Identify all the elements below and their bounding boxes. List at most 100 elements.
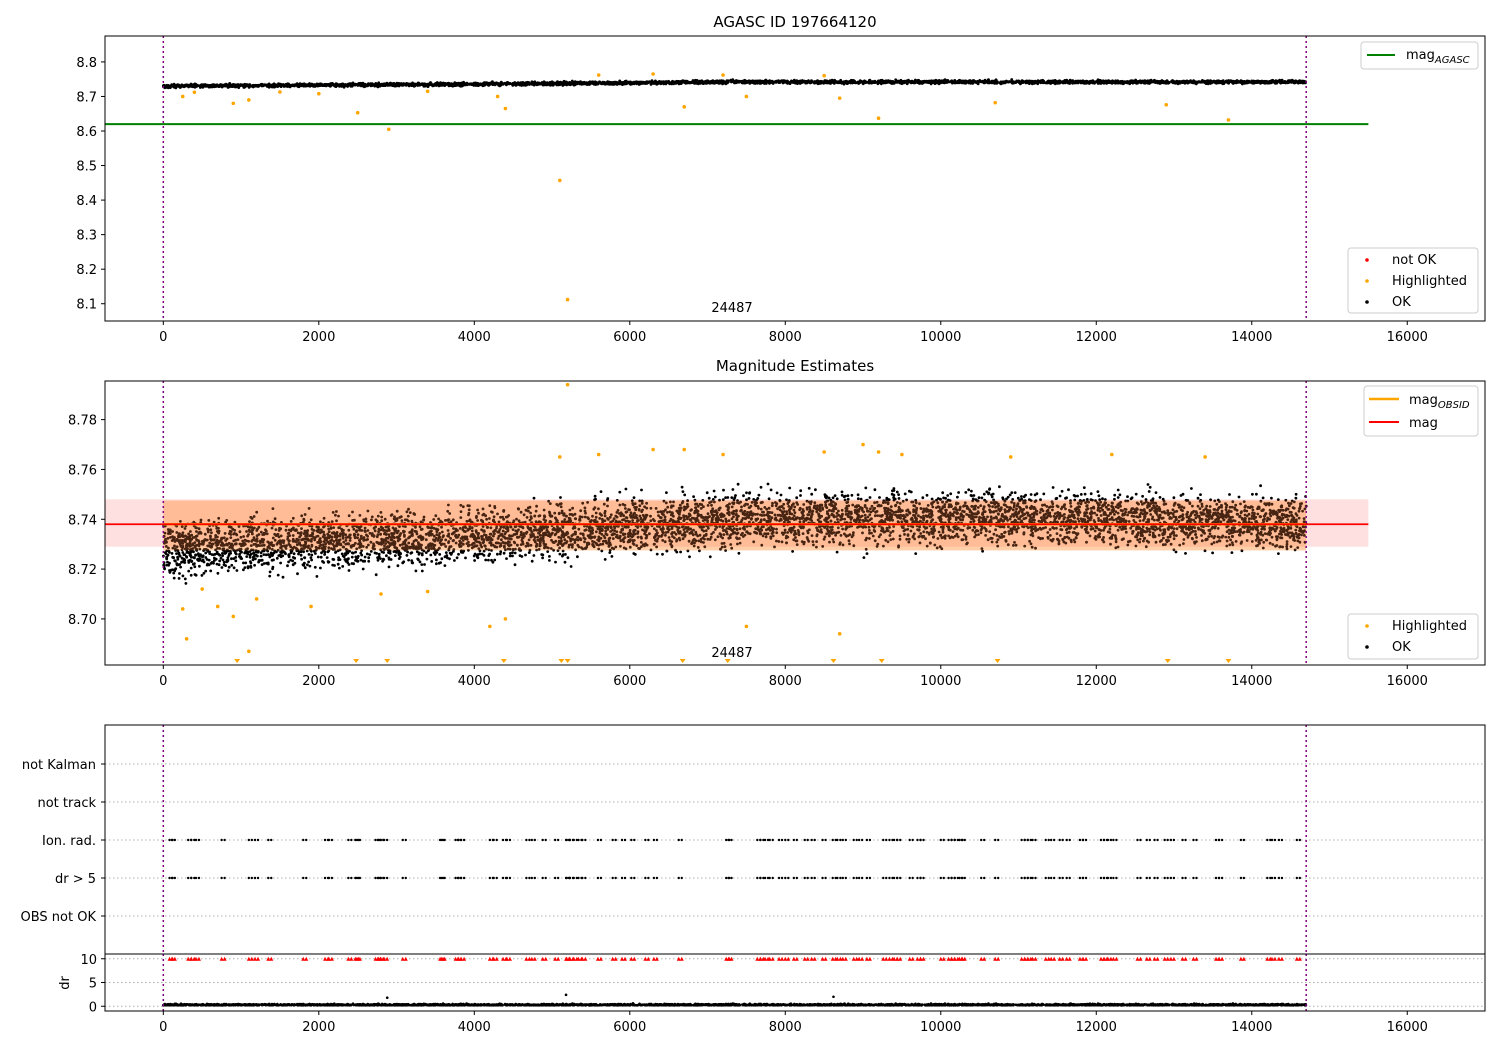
ok-point	[270, 84, 274, 87]
ok-point	[794, 536, 797, 539]
ok-point	[621, 83, 624, 86]
ok-point	[438, 553, 442, 556]
ok-point	[506, 81, 510, 84]
ok-point	[675, 79, 679, 83]
ok-point	[613, 82, 617, 86]
ok-point	[1208, 80, 1212, 84]
ok-point	[591, 81, 595, 85]
ok-point	[907, 540, 911, 544]
ok-point	[257, 84, 260, 88]
ok-point	[832, 81, 836, 84]
ok-point	[920, 80, 924, 84]
ok-point	[262, 84, 266, 87]
ok-point	[229, 549, 232, 553]
ok-point	[338, 566, 341, 570]
ok-point	[891, 529, 895, 533]
ok-point	[1135, 81, 1139, 85]
ok-point	[180, 548, 184, 552]
ok-point	[539, 82, 543, 85]
ok-point	[330, 520, 334, 523]
ok-point	[416, 84, 419, 87]
ok-point	[248, 520, 251, 523]
ok-point	[1250, 540, 1254, 543]
ok-point	[495, 82, 499, 86]
panel1-legend-bottom: not OK Highlighted OK	[1347, 247, 1479, 314]
ok-point	[892, 487, 896, 490]
ok-point	[694, 81, 697, 84]
ok-point	[1102, 528, 1105, 532]
ok-point	[1006, 495, 1010, 499]
ok-point	[704, 81, 707, 85]
ok-point	[808, 505, 811, 509]
ok-point	[645, 506, 649, 510]
ok-point	[858, 80, 862, 84]
ok-point	[178, 86, 182, 89]
ok-point	[1010, 491, 1014, 494]
ok-point	[951, 530, 955, 533]
ok-point	[543, 81, 547, 85]
ok-point	[1254, 80, 1258, 83]
ok-point	[724, 81, 728, 85]
ok-point	[1197, 80, 1200, 84]
ok-point	[382, 547, 386, 551]
ok-point	[1237, 495, 1241, 499]
ok-point	[569, 83, 572, 87]
ok-point	[1288, 80, 1292, 84]
ok-point	[801, 79, 805, 83]
ok-point	[395, 509, 399, 513]
ok-point	[712, 489, 716, 493]
ok-point	[303, 566, 307, 570]
highlighted-point	[822, 73, 826, 78]
ok-point	[1274, 79, 1278, 83]
ok-point	[981, 79, 985, 83]
ok-point	[1072, 538, 1076, 542]
ok-point	[835, 515, 838, 518]
ok-point	[933, 543, 937, 547]
ok-point	[905, 80, 909, 83]
ok-point	[435, 562, 438, 566]
ok-point	[237, 86, 241, 89]
ok-point	[678, 503, 682, 507]
ok-point	[489, 526, 493, 530]
ok-point	[553, 82, 557, 86]
ok-point	[781, 80, 785, 84]
ok-point	[444, 538, 448, 542]
ok-point	[671, 80, 675, 83]
ok-point	[1213, 499, 1217, 503]
ok-point	[262, 553, 266, 556]
ok-point	[1251, 508, 1255, 512]
ok-point	[213, 83, 217, 87]
ok-point	[1007, 532, 1011, 536]
ok-point	[307, 83, 311, 87]
ok-point	[560, 509, 564, 513]
ok-point	[1129, 79, 1132, 83]
ok-point	[601, 542, 605, 546]
ok-point	[450, 82, 454, 86]
highlighted-point	[355, 110, 360, 115]
ok-point	[172, 576, 176, 580]
ok-point	[512, 82, 516, 86]
ok-point	[1244, 81, 1248, 85]
ok-point	[938, 545, 942, 549]
ok-point	[398, 83, 402, 87]
ok-point	[931, 81, 934, 84]
ok-point	[265, 532, 269, 536]
ok-point	[322, 516, 326, 520]
ok-point	[1093, 81, 1096, 85]
ok-point	[499, 83, 503, 87]
ok-point	[389, 83, 393, 86]
ok-point	[1068, 79, 1072, 82]
ok-point	[405, 554, 409, 557]
ok-point	[465, 83, 469, 87]
ok-point	[580, 82, 584, 86]
ok-point	[649, 548, 653, 552]
panel1-legend-top: magAGASC	[1360, 41, 1479, 70]
ok-point	[427, 82, 431, 86]
ok-point	[823, 535, 827, 539]
y-tick-label: 8.2	[76, 263, 97, 278]
ok-point	[632, 496, 636, 499]
ok-point	[917, 78, 920, 82]
x-tick-label: 10000	[920, 330, 961, 345]
ok-point	[1097, 517, 1100, 520]
